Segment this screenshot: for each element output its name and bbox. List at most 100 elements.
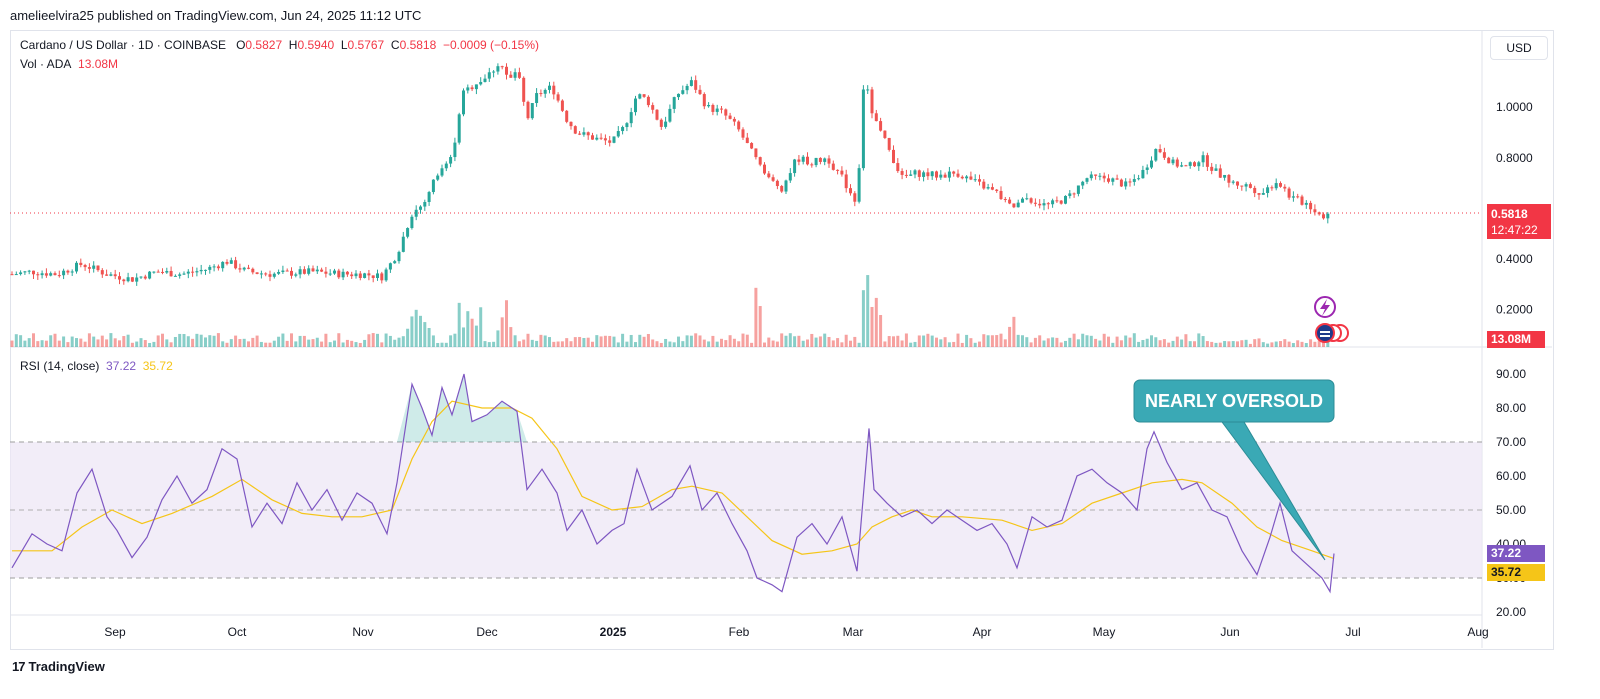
candle-body (625, 123, 629, 128)
volume-bar (522, 339, 526, 347)
currency-button[interactable]: USD (1490, 36, 1548, 60)
candle-body (986, 187, 990, 189)
us-flag-icon[interactable] (1315, 323, 1349, 343)
volume-bar (62, 336, 66, 347)
tv-logo-icon: 17 (12, 659, 26, 674)
candle-body (148, 271, 152, 279)
candle-body (268, 274, 272, 277)
volume-bar (1291, 343, 1295, 347)
tradingview-logo[interactable]: 17 TradingView (12, 659, 105, 674)
candle-body (827, 158, 831, 164)
volume-legend: Vol · ADA 13.08M (20, 57, 119, 71)
volume-bar (376, 333, 379, 347)
volume-bar (208, 335, 212, 347)
volume-bar (1227, 341, 1231, 347)
volume-bar (883, 341, 887, 347)
volume-bar (105, 339, 109, 347)
candle-body (745, 137, 749, 144)
volume-bar (307, 339, 311, 347)
candle-body (629, 112, 633, 124)
candle-body (505, 66, 508, 75)
candle-body (57, 275, 61, 277)
x-tick-label: Feb (729, 625, 750, 639)
candle-body (87, 267, 91, 269)
lightning-icon[interactable] (1314, 296, 1336, 318)
candle-body (242, 267, 246, 270)
rsi-tick-label: 20.00 (1496, 605, 1526, 619)
volume-bar (281, 333, 285, 347)
candle-body (264, 273, 268, 275)
price-tick-label: 0.2000 (1496, 303, 1533, 317)
candle-body (853, 193, 857, 202)
candle-body (109, 274, 113, 276)
candle-body (788, 173, 792, 181)
volume-bar (1184, 334, 1188, 347)
volume-bar (995, 335, 999, 347)
volume-bar (548, 337, 551, 347)
candle-body (311, 268, 315, 272)
candle-body (281, 270, 285, 272)
volume-bar (109, 333, 113, 347)
volume-bar (436, 342, 440, 347)
candle-body (410, 216, 414, 229)
volume-bar (1046, 338, 1050, 347)
candle-body (1253, 187, 1257, 194)
candle-body (92, 265, 96, 269)
volume-bar (182, 334, 186, 347)
candle-body (530, 103, 534, 119)
volume-bar (509, 327, 513, 347)
candle-body (990, 187, 994, 190)
candle-body (152, 271, 156, 273)
candle-body (677, 93, 680, 98)
candle-body (874, 113, 878, 122)
candle-body (320, 269, 324, 272)
candle-body (1227, 174, 1231, 183)
candle-body (143, 276, 147, 279)
candle-body (1184, 165, 1188, 167)
candle-body (139, 276, 143, 278)
volume-bar (487, 342, 491, 347)
candle-body (1029, 198, 1033, 203)
volume-bar (973, 342, 977, 347)
candle-body (548, 85, 551, 90)
volume-bar (1124, 335, 1128, 347)
volume-bar (896, 335, 900, 347)
candle-body (1180, 165, 1184, 167)
volume-bar (19, 335, 23, 347)
volume-bar (707, 341, 711, 347)
candle-body (883, 130, 887, 138)
candle-body (780, 186, 784, 192)
candle-body (1124, 181, 1128, 187)
candle-body (586, 132, 590, 136)
volume-bar (1085, 335, 1089, 347)
candle-body (307, 268, 311, 274)
candle-body (698, 89, 702, 95)
volume-bar (1287, 341, 1291, 347)
candle-body (1158, 148, 1162, 153)
candle-body (49, 273, 53, 276)
candle-body (221, 261, 225, 269)
volume-bar (1162, 339, 1166, 347)
volume-bar (763, 342, 766, 347)
candle-body (83, 265, 87, 268)
candle-body (1175, 159, 1179, 167)
volume-bar (423, 322, 427, 347)
annotation-text: NEARLY OVERSOLD (1145, 391, 1323, 411)
volume-bar (419, 315, 422, 347)
candle-body (1003, 198, 1007, 200)
candle-body (1248, 184, 1252, 188)
candle-body (844, 174, 848, 189)
candle-body (350, 274, 354, 277)
volume-bar (290, 333, 293, 347)
candle-body (1322, 214, 1325, 219)
volume-bar (1236, 341, 1239, 347)
volume-bar (745, 334, 749, 347)
candle-body (750, 143, 754, 149)
volume-bar (1240, 340, 1244, 347)
candle-body (470, 87, 474, 90)
rsi-tick-label: 90.00 (1496, 367, 1526, 381)
volume-bar (169, 342, 173, 347)
volume-bar (844, 334, 848, 347)
volume-bar (242, 338, 246, 347)
